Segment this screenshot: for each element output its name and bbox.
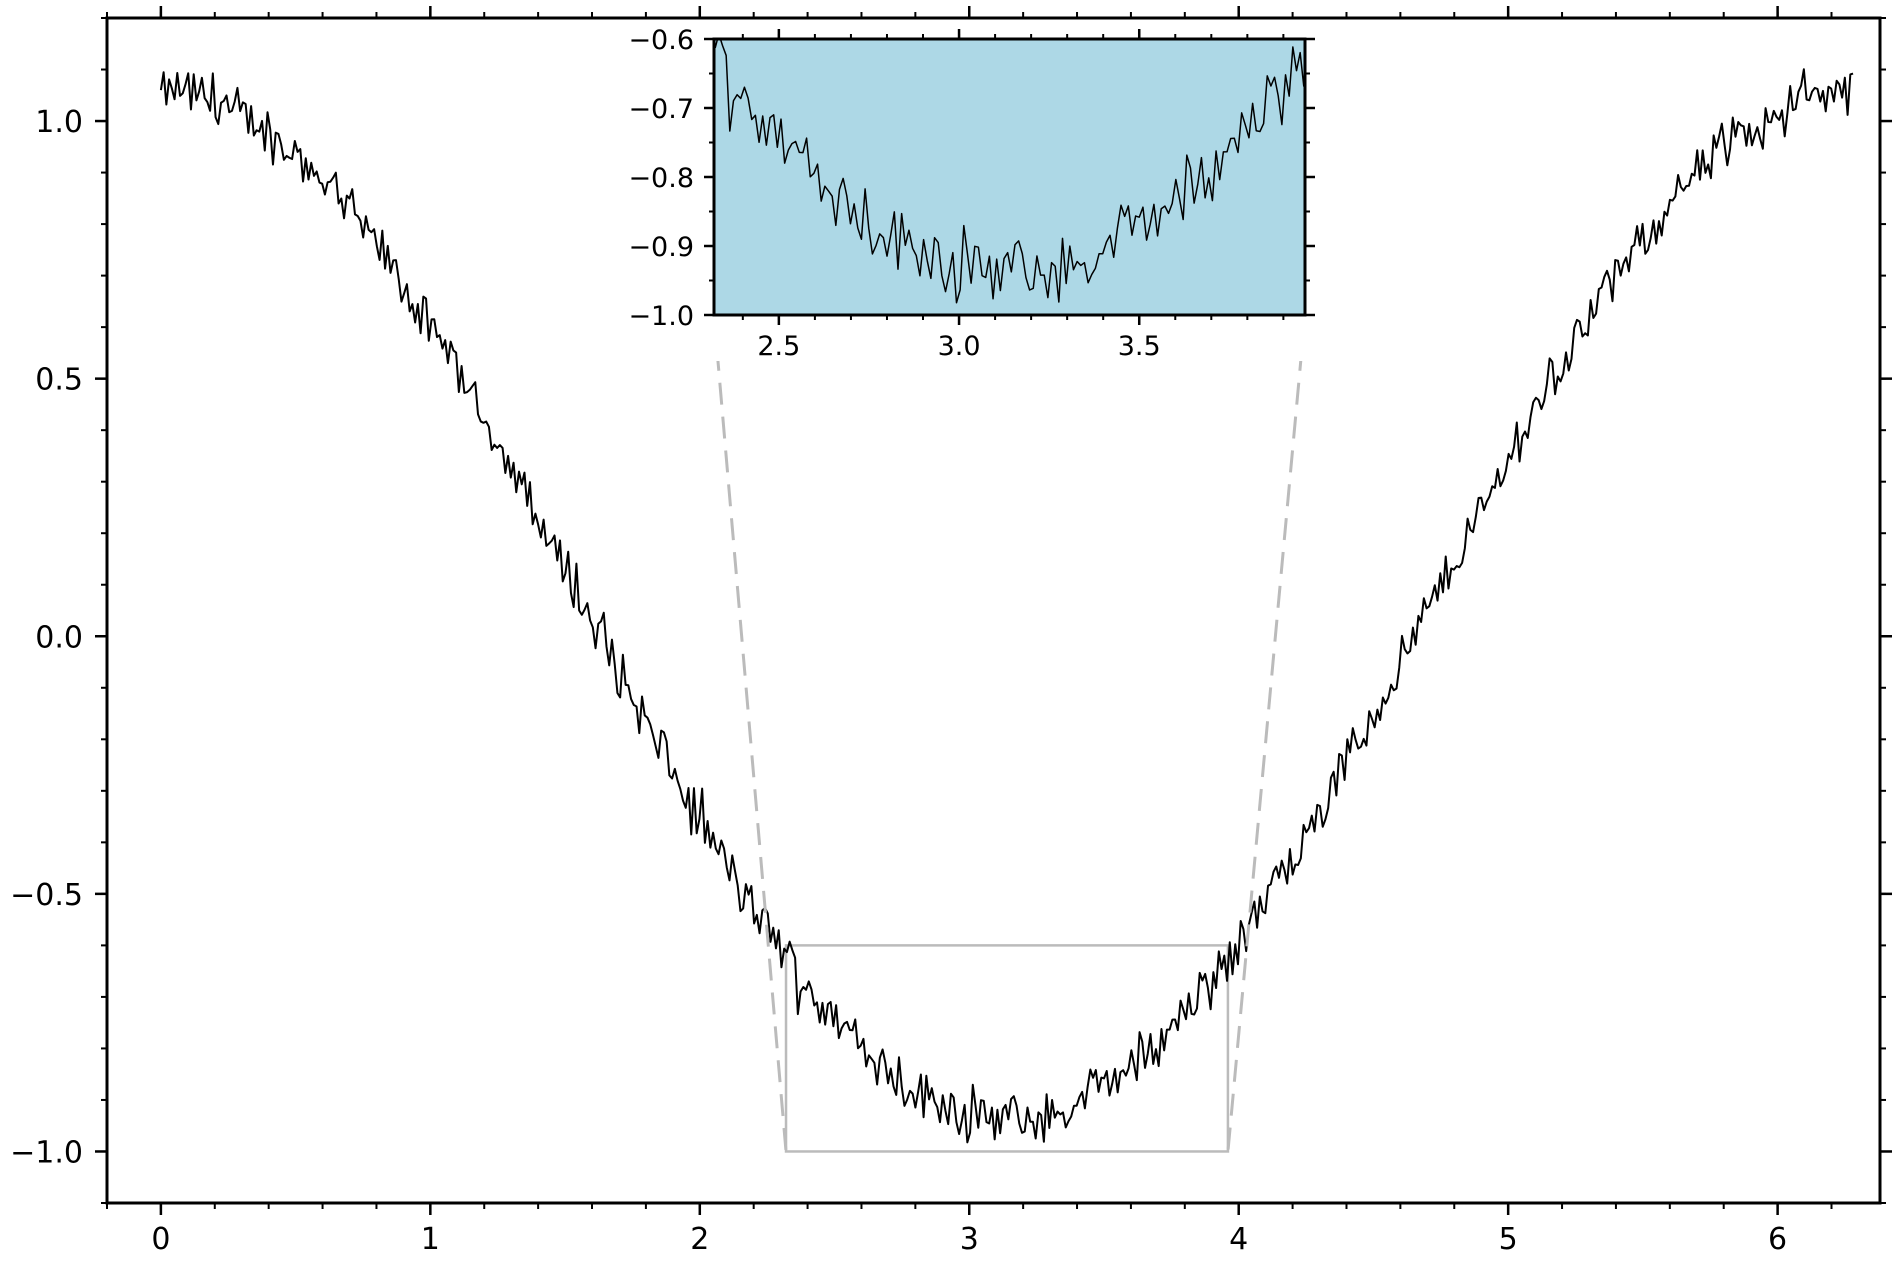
main-x-tick-label: 6 — [1768, 1222, 1787, 1257]
inset-x-tick-label: 3.5 — [1118, 331, 1161, 362]
inset-frame-top — [712, 37, 1307, 317]
main-x-tick-label: 4 — [1229, 1222, 1248, 1257]
main-y-tick-label: −1.0 — [10, 1135, 83, 1170]
inset-background — [714, 39, 1305, 315]
inset-x-tick-label: 3.0 — [938, 331, 981, 362]
inset-series-line — [714, 39, 1305, 304]
inset-y-tick-label: −1.0 — [628, 301, 694, 332]
inset-y-tick-label: −0.8 — [628, 163, 694, 194]
main-frame — [105, 16, 1882, 1205]
main-y-tick-label: 1.0 — [35, 105, 83, 140]
inset-x-tick-label: 2.5 — [757, 331, 800, 362]
zoom-connector-right — [1226, 314, 1307, 1152]
main-series-line — [159, 68, 1854, 1144]
inset-plot: 2.5 3.0 3.5 −1.0 −0.9 −0.8 −0.7 −0.6 — [628, 25, 1325, 362]
main-y-tick-label: 0.5 — [35, 363, 83, 398]
main-x-tick-label: 0 — [151, 1222, 170, 1257]
zoom-connectors — [712, 314, 1307, 1152]
main-x-tick-label: 2 — [690, 1222, 709, 1257]
main-x-tick-label: 3 — [960, 1222, 979, 1257]
inset-y-tick-label: −0.9 — [628, 232, 694, 263]
main-x-tick-label: 5 — [1499, 1222, 1518, 1257]
zoom-connector-left — [712, 314, 788, 1152]
main-y-tick-label: −0.5 — [10, 878, 83, 913]
main-y-tick-label: 0.0 — [35, 620, 83, 655]
main-x-tick-label: 1 — [421, 1222, 440, 1257]
inset-y-tick-label: −0.7 — [628, 94, 694, 125]
main-plot: 0 1 2 3 4 5 6 −1.0 −0.5 0.0 0.5 1.0 — [10, 6, 1892, 1257]
zoom-box — [784, 944, 1230, 1153]
inset-y-tick-label: −0.6 — [628, 25, 694, 56]
inset-series-group — [714, 39, 1305, 304]
